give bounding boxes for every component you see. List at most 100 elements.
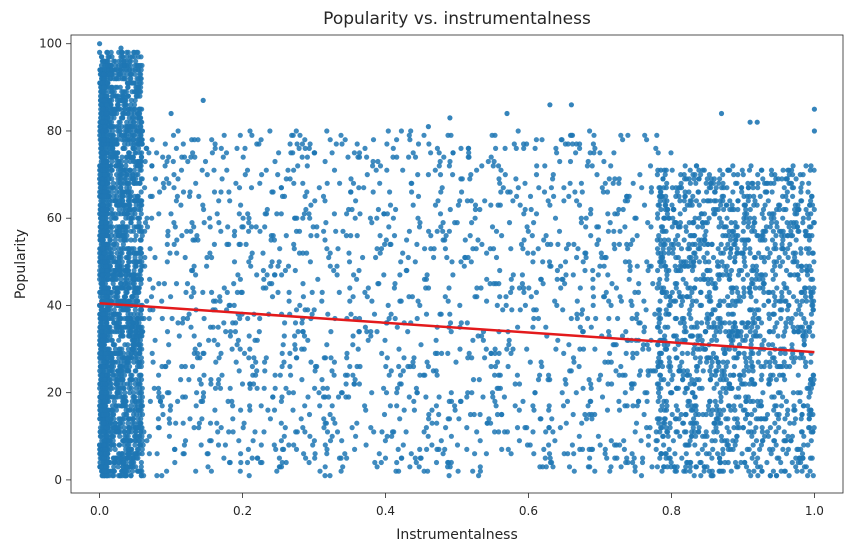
data-point [659, 224, 666, 230]
data-point [134, 124, 140, 130]
data-point [709, 241, 715, 247]
data-point [803, 359, 809, 365]
data-point [132, 307, 138, 313]
data-point [278, 211, 284, 217]
data-points [97, 41, 818, 479]
data-point [209, 254, 215, 261]
data-point [673, 403, 679, 409]
data-point [119, 67, 125, 73]
data-point [515, 128, 521, 134]
data-point [725, 446, 732, 452]
data-point [683, 281, 689, 287]
data-point [250, 438, 256, 444]
data-point [488, 154, 494, 160]
data-point [167, 420, 173, 426]
data-point [493, 403, 499, 409]
data-point [537, 464, 543, 470]
data-point [112, 346, 118, 352]
data-point [799, 451, 806, 457]
data-point [594, 172, 600, 178]
data-point [119, 385, 125, 391]
data-point [717, 298, 723, 304]
data-point [809, 320, 815, 326]
data-point [785, 198, 791, 204]
data-point [663, 294, 669, 300]
data-point [693, 407, 699, 413]
data-point [403, 429, 409, 435]
data-point [577, 145, 583, 151]
data-point [781, 429, 787, 435]
data-point [346, 259, 353, 265]
data-point [212, 141, 218, 147]
data-point [133, 298, 139, 304]
data-point [139, 385, 145, 391]
data-point [111, 398, 117, 404]
data-point [508, 276, 514, 282]
data-point [668, 298, 674, 304]
data-point [178, 202, 184, 208]
data-point [108, 407, 114, 413]
data-point [784, 220, 790, 226]
data-point [116, 459, 122, 466]
data-point [538, 359, 544, 365]
data-point [338, 455, 344, 461]
data-point [479, 333, 485, 339]
data-point [122, 342, 128, 348]
data-point [747, 246, 753, 252]
data-point [301, 333, 308, 339]
data-point [696, 429, 702, 435]
data-point [150, 359, 156, 365]
data-point [230, 403, 236, 409]
data-point [706, 215, 712, 221]
data-point [749, 411, 755, 418]
data-point [248, 263, 254, 269]
data-point [112, 420, 118, 426]
data-point [323, 220, 329, 226]
data-point [547, 459, 554, 466]
data-point [133, 438, 139, 444]
data-point [133, 385, 139, 391]
data-point [261, 385, 267, 391]
data-point [719, 438, 725, 444]
data-point [752, 311, 758, 317]
data-point [192, 346, 198, 352]
data-point [236, 438, 242, 444]
data-point [711, 198, 717, 204]
data-point [574, 198, 580, 204]
data-point [652, 368, 659, 374]
data-point [806, 246, 812, 252]
data-point [472, 451, 478, 457]
data-point [583, 416, 590, 422]
data-point [744, 363, 750, 370]
data-point [406, 394, 412, 400]
data-point [736, 394, 742, 400]
data-point [563, 420, 569, 426]
data-point [710, 350, 717, 356]
data-point [275, 172, 281, 178]
data-point [172, 224, 178, 230]
data-point [137, 346, 143, 352]
data-point [616, 206, 622, 213]
data-point [232, 329, 238, 335]
data-point [363, 407, 369, 413]
data-point [696, 167, 702, 173]
data-point [644, 342, 650, 348]
data-point [108, 49, 114, 56]
data-point [146, 451, 152, 457]
data-point [393, 206, 399, 213]
data-point [779, 294, 785, 300]
data-point [133, 429, 139, 435]
data-point [131, 459, 137, 466]
data-point [532, 145, 538, 151]
data-point [121, 425, 127, 431]
data-point [123, 163, 129, 169]
data-point [191, 333, 197, 339]
data-point [504, 346, 510, 352]
data-point [606, 298, 612, 304]
data-point [457, 398, 464, 404]
data-point [390, 215, 396, 221]
data-point [306, 145, 312, 151]
data-point [807, 468, 813, 474]
data-point [365, 337, 371, 343]
data-point [287, 141, 293, 147]
